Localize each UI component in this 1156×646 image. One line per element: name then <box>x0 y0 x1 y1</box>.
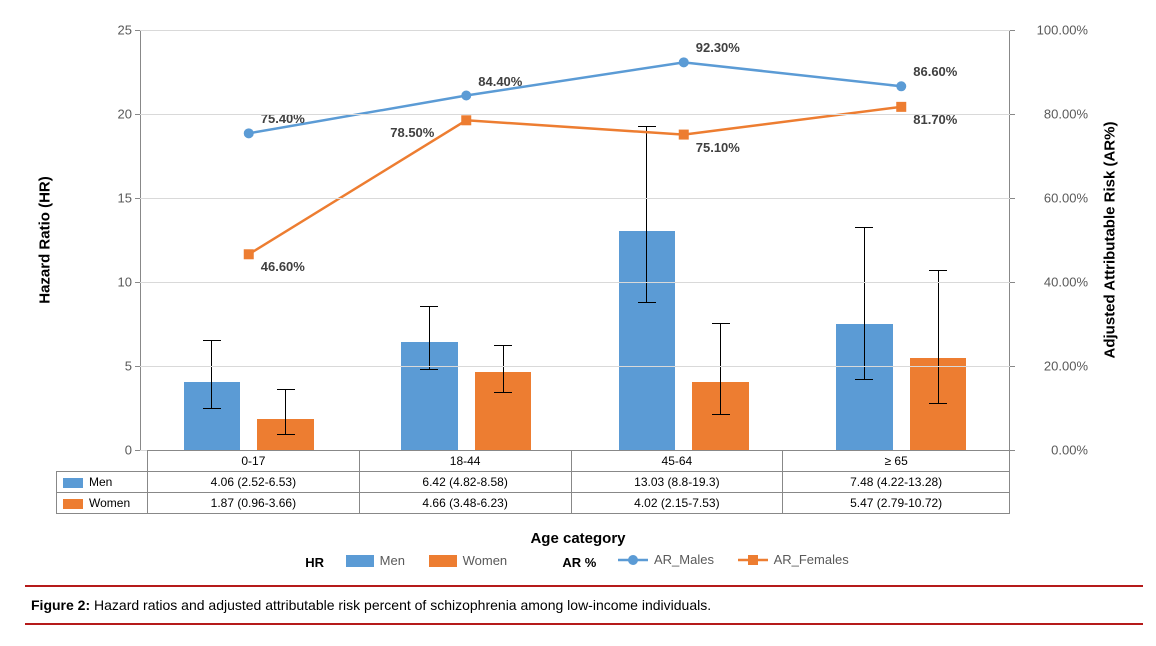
table-row-header: Women <box>57 493 148 514</box>
line-data-label: 78.50% <box>390 125 434 140</box>
y-right-tick-label: 40.00% <box>1018 275 1088 290</box>
chart-container: Hazard Ratio (HR) Adjusted Attributable … <box>0 0 1156 570</box>
caption-text: Hazard ratios and adjusted attributable … <box>90 597 711 613</box>
x-axis-title: Age category <box>0 530 1156 547</box>
legend-swatch-men <box>346 555 374 567</box>
table-header: 0-17 <box>148 451 360 472</box>
legend-ar-males: AR_Males <box>618 552 714 567</box>
row-swatch <box>63 499 83 509</box>
y-axis-right-title: Adjusted Attributable Risk (AR%) <box>1102 122 1119 359</box>
table-row-header: Men <box>57 472 148 493</box>
legend-swatch-ar-males <box>618 553 648 567</box>
line-data-label: 75.10% <box>696 140 740 155</box>
y-right-tick-label: 60.00% <box>1018 191 1088 206</box>
table-cell: 13.03 (8.8-19.3) <box>571 472 783 493</box>
line-data-label: 92.30% <box>696 40 740 55</box>
line-data-label: 46.60% <box>261 259 305 274</box>
tick-mark <box>1010 450 1015 451</box>
tick-mark <box>135 198 140 199</box>
y-right-tick-label: 100.00% <box>1018 23 1088 38</box>
table-header: 45-64 <box>571 451 783 472</box>
tick-mark <box>1010 30 1015 31</box>
gridline <box>140 282 1010 283</box>
table-header: ≥ 65 <box>783 451 1010 472</box>
table-cell: 7.48 (4.22-13.28) <box>783 472 1010 493</box>
gridline <box>140 114 1010 115</box>
y-left-tick-label: 25 <box>100 23 132 38</box>
y-right-tick-label: 20.00% <box>1018 359 1088 374</box>
left-axis-line <box>140 30 141 450</box>
y-axis-left: 0510152025 <box>100 30 140 450</box>
legend-women-label: Women <box>463 553 508 568</box>
y-axis-left-title: Hazard Ratio (HR) <box>37 176 54 304</box>
line-data-label: 86.60% <box>913 64 957 79</box>
table-header: 18-44 <box>359 451 571 472</box>
legend-women: Women <box>429 553 508 568</box>
legend-men: Men <box>346 553 405 568</box>
legend-men-label: Men <box>380 553 405 568</box>
tick-mark <box>1010 282 1015 283</box>
table-cell: 4.02 (2.15-7.53) <box>571 493 783 514</box>
table-cell: 6.42 (4.82-8.58) <box>359 472 571 493</box>
y-left-tick-label: 10 <box>100 275 132 290</box>
legend-swatch-women <box>429 555 457 567</box>
legend-ar-males-label: AR_Males <box>654 552 714 567</box>
tick-mark <box>1010 366 1015 367</box>
legend: HR Men Women AR % AR_Males AR_Females <box>0 552 1156 570</box>
legend-ar-females-label: AR_Females <box>774 552 849 567</box>
tick-mark <box>1010 198 1015 199</box>
gridline <box>140 198 1010 199</box>
right-axis-line <box>1009 30 1010 450</box>
data-labels-layer: 75.40%84.40%92.30%86.60%46.60%78.50%75.1… <box>140 30 1010 450</box>
caption-prefix: Figure 2: <box>31 597 90 613</box>
gridline <box>140 366 1010 367</box>
tick-mark <box>135 114 140 115</box>
y-right-tick-label: 0.00% <box>1018 443 1088 458</box>
legend-ar-females: AR_Females <box>738 552 849 567</box>
y-left-tick-label: 20 <box>100 107 132 122</box>
y-left-tick-label: 15 <box>100 191 132 206</box>
data-table: 0-1718-4445-64≥ 65 Men4.06 (2.52-6.53)6.4… <box>56 450 1010 514</box>
y-left-tick-label: 5 <box>100 359 132 374</box>
line-data-label: 84.40% <box>478 74 522 89</box>
table-cell: 4.06 (2.52-6.53) <box>148 472 360 493</box>
y-right-tick-label: 80.00% <box>1018 107 1088 122</box>
legend-hr-label: HR <box>305 555 324 570</box>
tick-mark <box>135 366 140 367</box>
figure-caption: Figure 2: Hazard ratios and adjusted att… <box>25 585 1143 625</box>
table-cell: 5.47 (2.79-10.72) <box>783 493 1010 514</box>
row-swatch <box>63 478 83 488</box>
tick-mark <box>135 30 140 31</box>
tick-mark <box>1010 114 1015 115</box>
table-cell: 1.87 (0.96-3.66) <box>148 493 360 514</box>
legend-swatch-ar-females <box>738 553 768 567</box>
gridline <box>140 30 1010 31</box>
legend-ar-label: AR % <box>562 555 596 570</box>
y-axis-right: 0.00%20.00%40.00%60.00%80.00%100.00% <box>1010 30 1090 450</box>
table-cell: 4.66 (3.48-6.23) <box>359 493 571 514</box>
tick-mark <box>135 282 140 283</box>
plot-area: 75.40%84.40%92.30%86.60%46.60%78.50%75.1… <box>140 30 1010 450</box>
